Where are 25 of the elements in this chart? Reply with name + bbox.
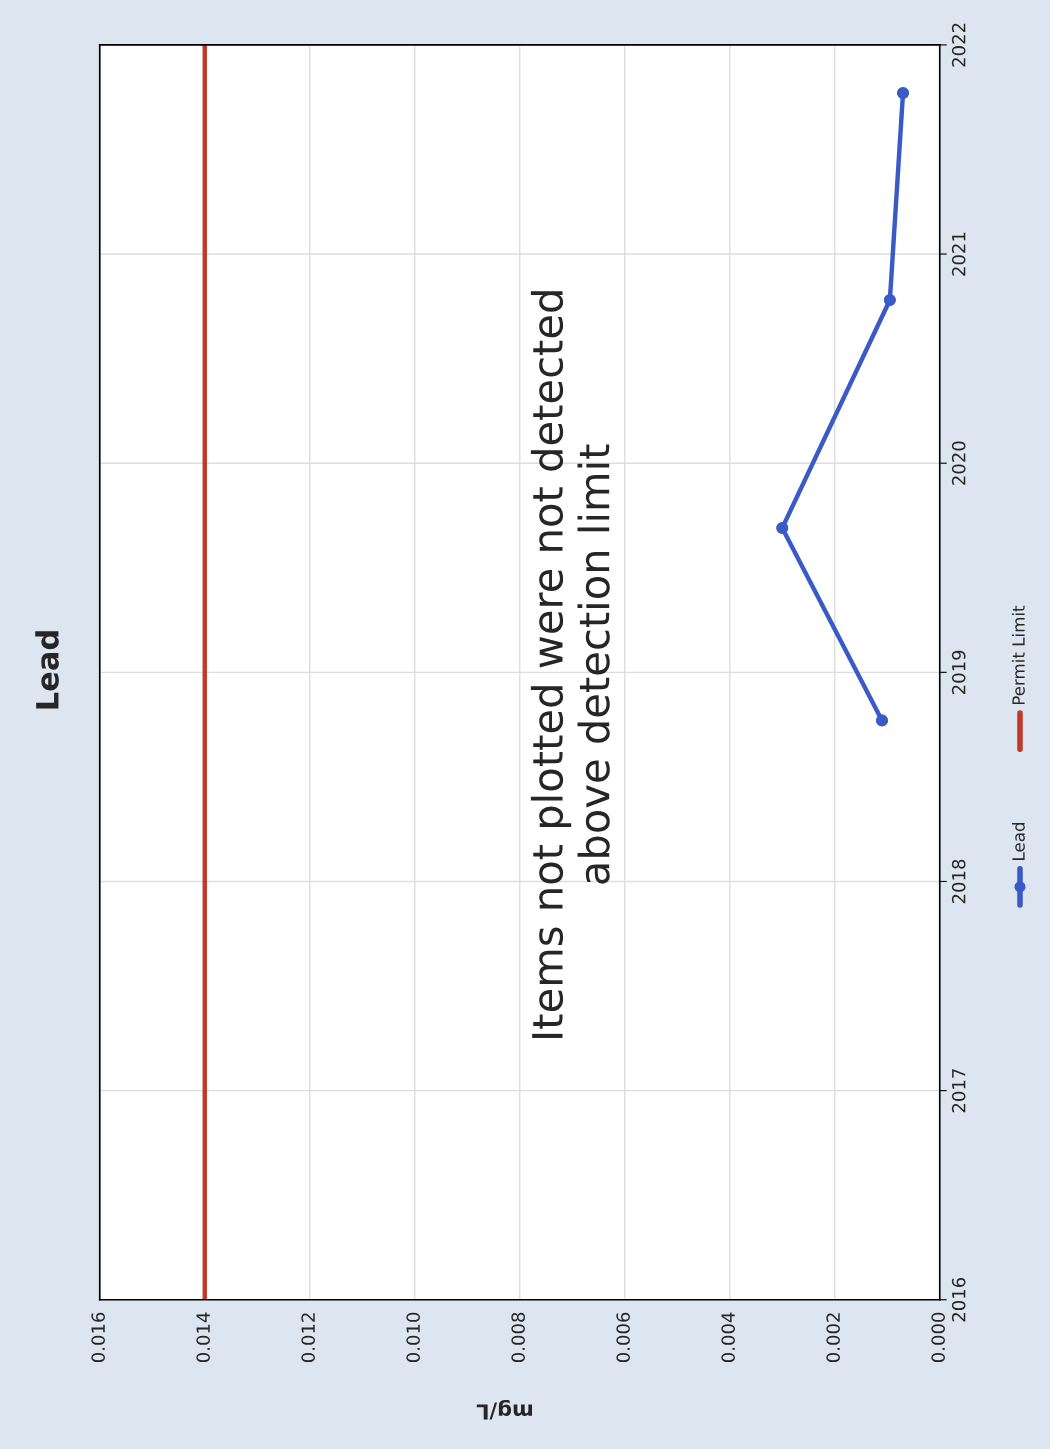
y-tick-label: 2019	[951, 650, 966, 694]
x-tick-label: 0.004	[721, 1312, 735, 1363]
x-tick-label: 0.008	[511, 1312, 525, 1363]
x-tick-label: 0.014	[196, 1312, 210, 1363]
text: Permit Limit	[1011, 605, 1025, 705]
y-tick-label: 2021	[951, 232, 966, 276]
x-tick-label: 0.012	[301, 1313, 315, 1363]
point	[875, 714, 889, 727]
y-tick-label: 2016	[951, 1277, 966, 1322]
x-tick-label: 0.010	[406, 1312, 420, 1363]
y-tick-label: 2020	[951, 441, 966, 485]
point	[896, 86, 910, 100]
x-tick-label: 0.002	[826, 1313, 840, 1363]
x-axis-title: mg/L	[476, 1399, 533, 1420]
annotation: Items not plotted were not detected above detection limit	[530, 291, 610, 1038]
x-tick-label: 0.006	[616, 1312, 630, 1363]
text: Lead	[35, 631, 59, 709]
y-tick-label: 2018	[951, 859, 966, 904]
point	[776, 521, 789, 535]
x-tick-label: 0.016	[91, 1312, 105, 1363]
point	[883, 293, 896, 307]
y-tick-label: 2022	[951, 23, 966, 67]
y-tick-label: 2017	[951, 1069, 966, 1113]
x-tick-label: 0.000	[931, 1312, 945, 1363]
text: Lead	[1011, 823, 1025, 860]
